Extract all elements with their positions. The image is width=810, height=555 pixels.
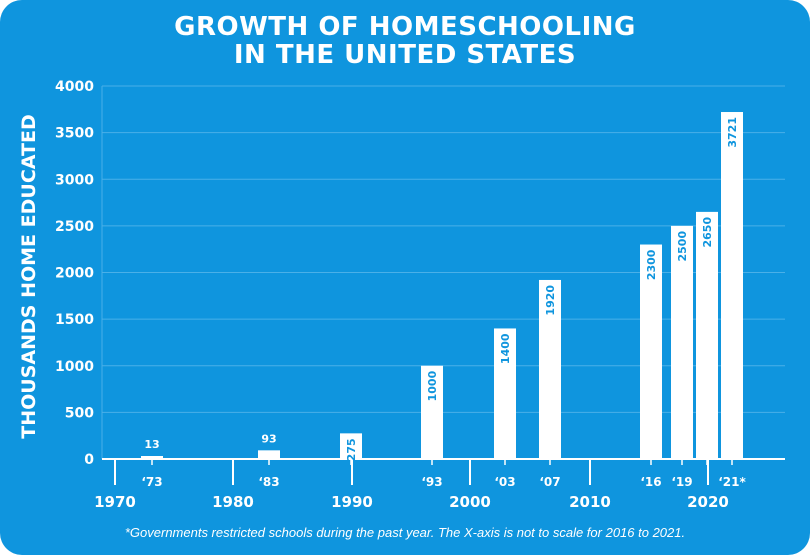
bar-value-label: 1400	[499, 333, 512, 364]
bar-value-label: 2500	[676, 231, 689, 262]
year-tick-label: ‘83	[258, 475, 279, 489]
bar-value-label: 1920	[544, 285, 557, 316]
decade-tick-label: 2000	[449, 493, 491, 511]
bar	[141, 456, 163, 459]
y-tick-label: 1500	[55, 312, 94, 328]
y-tick-label: 3500	[55, 126, 94, 142]
y-axis-title: THOUSANDS HOME EDUCATED	[18, 114, 40, 438]
bar	[421, 365, 443, 459]
bar-value-label: 2300	[645, 249, 658, 280]
chart-title-line-2: IN THE UNITED STATES	[233, 40, 577, 70]
bar-value-label: 275	[345, 438, 358, 461]
decade-tick-label: 1980	[212, 493, 254, 511]
decade-tick-label: 1990	[331, 493, 373, 511]
chart-footnote: *Governments restricted schools during t…	[124, 525, 686, 540]
bar	[539, 279, 561, 459]
decade-tick-label: 1970	[94, 493, 136, 511]
year-tick-label: ‘21*	[718, 475, 746, 489]
bar	[494, 328, 516, 459]
y-tick-label: 0	[84, 452, 94, 468]
year-tick-label: ‘73	[141, 475, 162, 489]
chart-title-line-1: GROWTH OF HOMESCHOOLING	[174, 12, 636, 42]
decade-tick-label: 2020	[687, 493, 729, 511]
bar	[721, 112, 743, 459]
y-tick-label: 4000	[55, 79, 94, 95]
bar	[696, 211, 718, 459]
bar-value-label: 93	[261, 432, 276, 445]
year-tick-label: ‘03	[494, 475, 515, 489]
y-tick-label: 2000	[55, 266, 94, 282]
y-tick-label: 1000	[55, 359, 94, 375]
bar-value-label: 1000	[426, 370, 439, 401]
bar-value-label: 13	[144, 438, 159, 451]
bar-value-label: 2650	[701, 217, 714, 248]
year-tick-label: ‘19	[671, 475, 692, 489]
year-tick-label: ‘07	[539, 475, 560, 489]
bar	[640, 244, 662, 459]
bar	[258, 450, 280, 459]
bar-value-label: 3721	[726, 117, 739, 148]
bar	[340, 433, 362, 459]
decade-tick-label: 2010	[569, 493, 611, 511]
y-tick-label: 500	[65, 405, 94, 421]
bar	[671, 225, 693, 459]
year-tick-label: ‘93	[421, 475, 442, 489]
y-tick-label: 3000	[55, 172, 94, 188]
y-tick-label: 2500	[55, 219, 94, 235]
year-tick-label: ‘16	[640, 475, 661, 489]
